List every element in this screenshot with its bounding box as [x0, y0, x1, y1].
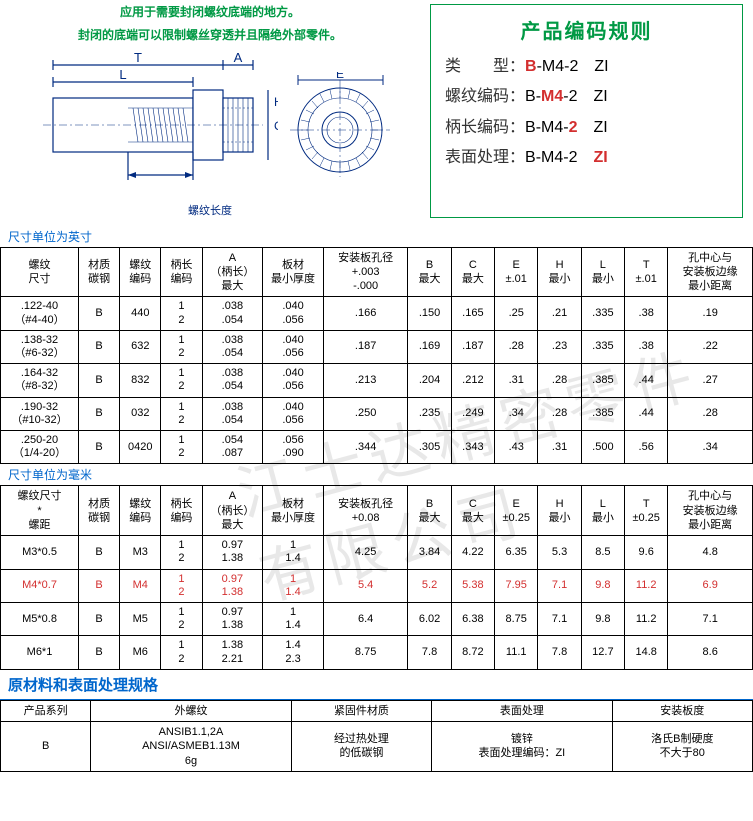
col-header: L最小 — [581, 247, 624, 297]
col-header: 安装板孔径+0.08 — [323, 486, 408, 536]
svg-text:E: E — [335, 72, 343, 81]
coding-title: 产品编码规则 — [445, 15, 728, 44]
table-row: M5*0.8BM5120.971.3811.46.46.026.388.757.… — [1, 603, 753, 636]
svg-text:H: H — [274, 95, 278, 109]
col-header: T±0.25 — [625, 486, 668, 536]
unit-inch-label: 尺寸单位为英寸 — [0, 226, 753, 247]
side-diagram: T A L — [28, 50, 278, 200]
coding-row: 螺纹编码：B-M4-2 ZI — [445, 82, 728, 112]
col-header: C最大 — [451, 247, 494, 297]
col-header: 材质碳钢 — [79, 486, 120, 536]
note-line2: 封闭的底端可以限制螺丝穿透并且隔绝外部零件。 — [10, 27, 410, 44]
col-header: 孔中心与安装板边缘最小距离 — [668, 247, 753, 297]
material-title: 原材料和表面处理规格 — [0, 670, 753, 700]
col-header: 产品系列 — [1, 700, 91, 721]
svg-text:A: A — [233, 50, 242, 65]
col-header: 紧固件材质 — [291, 700, 431, 721]
col-header: 螺纹尺寸*螺距 — [1, 486, 79, 536]
svg-text:C: C — [274, 119, 278, 133]
col-header: L最小 — [581, 486, 624, 536]
col-header: A（柄长）最大 — [202, 486, 263, 536]
note-line1: 应用于需要封闭螺纹底端的地方。 — [10, 4, 410, 21]
col-header: B最大 — [408, 247, 451, 297]
col-header: H最小 — [538, 486, 581, 536]
coding-row: 类 型：B-M4-2 ZI — [445, 52, 728, 82]
col-header: 材质碳钢 — [79, 247, 120, 297]
table-row: .138-32（#6-32）B63212.038.054.040.056.187… — [1, 330, 753, 363]
col-header: 板材最小厚度 — [263, 486, 324, 536]
col-header: 孔中心与安装板边缘最小距离 — [668, 486, 753, 536]
table-row: .250-20（1/4-20）B042012.054.087.056.090.3… — [1, 430, 753, 463]
col-header: 螺纹编码 — [120, 486, 161, 536]
col-header: 安装板孔径+.003-.000 — [323, 247, 408, 297]
col-header: E±.01 — [495, 247, 538, 297]
svg-text:T: T — [134, 50, 142, 65]
table-row: M3*0.5BM3120.971.3811.44.253.844.226.355… — [1, 536, 753, 569]
table-row: .164-32（#8-32）B83212.038.054.040.056.213… — [1, 364, 753, 397]
col-header: 螺纹尺寸 — [1, 247, 79, 297]
inch-table: 螺纹尺寸材质碳钢螺纹编码柄长编码A（柄长）最大板材最小厚度安装板孔径+.003-… — [0, 247, 753, 465]
col-header: T±.01 — [625, 247, 668, 297]
col-header: A（柄长）最大 — [202, 247, 263, 297]
col-header: 柄长编码 — [161, 486, 202, 536]
col-header: 安装板度 — [612, 700, 752, 721]
table-row: .122-40（#4-40）B44012.038.054.040.056.166… — [1, 297, 753, 330]
col-header: C最大 — [451, 486, 494, 536]
col-header: 表面处理 — [432, 700, 612, 721]
material-table: 产品系列外螺纹紧固件材质表面处理安装板度 BANSIB1.1,2AANSI/AS… — [0, 700, 753, 772]
unit-mm-label: 尺寸单位为毫米 — [0, 464, 753, 485]
col-header: B最大 — [408, 486, 451, 536]
table-row: .190-32（#10-32）B03212.038.054.040.056.25… — [1, 397, 753, 430]
coding-rules-box: 产品编码规则 类 型：B-M4-2 ZI螺纹编码：B-M4-2 ZI柄长编码：B… — [430, 4, 743, 218]
col-header: E±0.25 — [495, 486, 538, 536]
col-header: H最小 — [538, 247, 581, 297]
table-row: M4*0.7BM4120.971.3811.45.45.25.387.957.1… — [1, 569, 753, 602]
coding-row: 表面处理：B-M4-2 ZI — [445, 143, 728, 173]
mm-table: 螺纹尺寸*螺距材质碳钢螺纹编码柄长编码A（柄长）最大板材最小厚度安装板孔径+0.… — [0, 485, 753, 669]
col-header: 外螺纹 — [91, 700, 292, 721]
col-header: 柄长编码 — [161, 247, 202, 297]
col-header: 板材最小厚度 — [263, 247, 324, 297]
thread-length-label: 螺纹长度 — [10, 202, 410, 218]
front-diagram: E — [288, 72, 393, 177]
svg-text:L: L — [119, 67, 126, 82]
diagram-section: 应用于需要封闭螺纹底端的地方。 封闭的底端可以限制螺丝穿透并且隔绝外部零件。 T… — [10, 4, 410, 218]
col-header: 螺纹编码 — [120, 247, 161, 297]
coding-row: 柄长编码：B-M4-2 ZI — [445, 113, 728, 143]
table-row: M6*1BM6121.382.211.42.38.757.88.7211.17.… — [1, 636, 753, 669]
